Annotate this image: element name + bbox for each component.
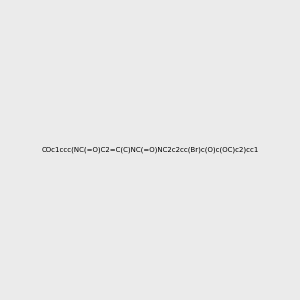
Text: COc1ccc(NC(=O)C2=C(C)NC(=O)NC2c2cc(Br)c(O)c(OC)c2)cc1: COc1ccc(NC(=O)C2=C(C)NC(=O)NC2c2cc(Br)c(… (41, 147, 259, 153)
